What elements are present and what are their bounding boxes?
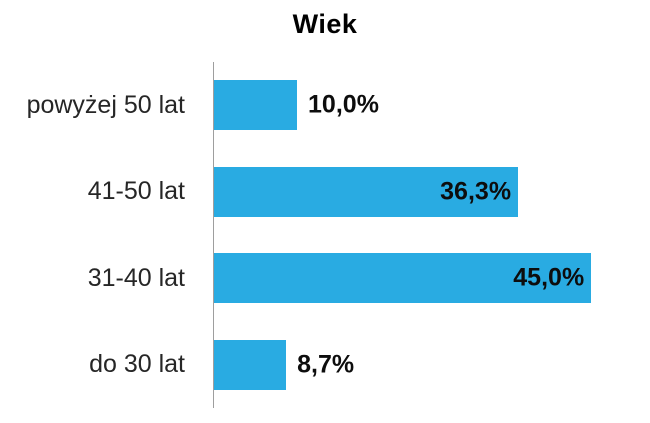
bar-powyzej-50-lat: 10,0%	[213, 80, 379, 131]
bar-31-40-lat: 45,0%	[213, 253, 592, 304]
bar-row-powyzej-50-lat: powyżej 50 lat 10,0%	[0, 62, 650, 149]
y-axis-line	[213, 62, 214, 408]
bar-41-50-lat: 36,3%	[213, 166, 519, 217]
bar-track: 8,7%	[213, 339, 650, 390]
bar-track: 36,3%	[213, 166, 650, 217]
value-label-31-40-lat: 45,0%	[513, 263, 585, 292]
bar-row-31-40-lat: 31-40 lat 45,0%	[0, 235, 650, 322]
value-label-powyzej-50-lat: 10,0%	[308, 90, 379, 119]
bar-track: 10,0%	[213, 80, 650, 131]
bar-row-do-30-lat: do 30 lat 8,7%	[0, 322, 650, 409]
category-label-41-50-lat: 41-50 lat	[87, 177, 185, 206]
value-label-41-50-lat: 36,3%	[440, 177, 512, 206]
bar-row-41-50-lat: 41-50 lat 36,3%	[0, 149, 650, 236]
chart-title: Wiek	[292, 9, 358, 39]
category-label-31-40-lat: 31-40 lat	[87, 263, 185, 292]
category-label-powyzej-50-lat: powyżej 50 lat	[26, 90, 185, 119]
value-label-do-30-lat: 8,7%	[297, 350, 355, 379]
category-label-do-30-lat: do 30 lat	[89, 350, 185, 379]
plot-area: powyżej 50 lat 10,0% 41-50 lat 36,3% 31-…	[0, 62, 650, 408]
bar-track: 45,0%	[213, 253, 650, 304]
bar-do-30-lat: 8,7%	[213, 339, 354, 390]
